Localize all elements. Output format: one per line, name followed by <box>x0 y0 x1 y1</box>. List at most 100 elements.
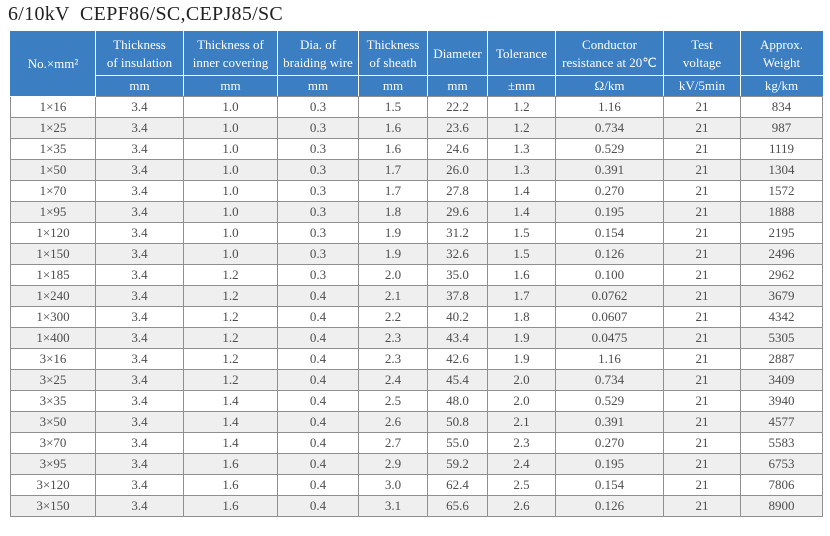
data-cell: 3.4 <box>95 180 184 202</box>
data-cell: 2.1 <box>358 285 428 307</box>
data-cell: 2.4 <box>487 453 556 475</box>
data-cell: 21 <box>663 348 741 370</box>
data-cell: 2.0 <box>358 264 428 286</box>
data-cell: 2887 <box>740 348 823 370</box>
data-cell: 1.9 <box>487 348 556 370</box>
data-cell: 0.100 <box>555 264 664 286</box>
data-cell: 1.0 <box>183 201 278 223</box>
column-unit: mm <box>183 75 278 97</box>
data-cell: 0.3 <box>277 138 359 160</box>
data-cell: 2.5 <box>487 474 556 496</box>
data-cell: 21 <box>663 306 741 328</box>
data-cell: 0.4 <box>277 348 359 370</box>
data-cell: 32.6 <box>427 243 488 265</box>
data-cell: 4577 <box>740 411 823 433</box>
data-cell: 3.4 <box>95 117 184 139</box>
data-cell: 1.0 <box>183 138 278 160</box>
data-cell: 0.4 <box>277 474 359 496</box>
data-cell: 0.734 <box>555 369 664 391</box>
data-cell: 0.391 <box>555 411 664 433</box>
data-cell: 21 <box>663 96 741 118</box>
data-cell: 1.0 <box>183 159 278 181</box>
data-cell: 1.2 <box>487 117 556 139</box>
data-cell: 0.0607 <box>555 306 664 328</box>
data-cell: 0.4 <box>277 432 359 454</box>
data-cell: 1.5 <box>487 243 556 265</box>
data-cell: 1.16 <box>555 348 664 370</box>
data-cell: 2.9 <box>358 453 428 475</box>
data-cell: 3.4 <box>95 453 184 475</box>
data-cell: 1.6 <box>487 264 556 286</box>
data-cell: 1.4 <box>183 411 278 433</box>
data-cell: 1.4 <box>183 390 278 412</box>
data-cell: 1.2 <box>487 96 556 118</box>
column-header: Approx. Weight <box>740 31 823 76</box>
data-cell: 21 <box>663 159 741 181</box>
column-unit: mm <box>358 75 428 97</box>
row-size-cell: 1×150 <box>10 243 96 265</box>
data-cell: 1.7 <box>358 180 428 202</box>
data-cell: 1.0 <box>183 222 278 244</box>
data-cell: 21 <box>663 495 741 517</box>
data-cell: 0.4 <box>277 369 359 391</box>
data-cell: 21 <box>663 222 741 244</box>
data-cell: 1.16 <box>555 96 664 118</box>
table-row: 1×25 3.4 1.0 0.3 1.6 23.6 1.2 0.734 21 987 <box>10 117 823 139</box>
data-cell: 3.4 <box>95 285 184 307</box>
data-cell: 22.2 <box>427 96 488 118</box>
data-cell: 0.270 <box>555 432 664 454</box>
table-row: 1×35 3.4 1.0 0.3 1.6 24.6 1.3 0.529 21 1119 <box>10 138 823 160</box>
data-cell: 21 <box>663 390 741 412</box>
table-body: 1×16 3.4 1.0 0.3 1.5 22.2 1.2 1.16 21 834 1×25 3.4 1… <box>10 96 823 517</box>
data-cell: 2.6 <box>487 495 556 517</box>
data-cell: 987 <box>740 117 823 139</box>
row-size-cell: 1×50 <box>10 159 96 181</box>
data-cell: 1.9 <box>487 327 556 349</box>
data-cell: 37.8 <box>427 285 488 307</box>
data-cell: 0.391 <box>555 159 664 181</box>
data-cell: 0.3 <box>277 96 359 118</box>
column-unit: kV/5min <box>663 75 741 97</box>
table-row: 3×25 3.4 1.2 0.4 2.4 45.4 2.0 0.734 21 3409 <box>10 369 823 391</box>
data-cell: 26.0 <box>427 159 488 181</box>
data-cell: 1.9 <box>358 243 428 265</box>
data-cell: 1.4 <box>183 432 278 454</box>
data-cell: 42.6 <box>427 348 488 370</box>
table-row: 1×185 3.4 1.2 0.3 2.0 35.0 1.6 0.100 21 2962 <box>10 264 823 286</box>
data-cell: 3.4 <box>95 264 184 286</box>
data-cell: 1.2 <box>183 327 278 349</box>
row-size-cell: 3×120 <box>10 474 96 496</box>
data-cell: 7806 <box>740 474 823 496</box>
table-row: 3×120 3.4 1.6 0.4 3.0 62.4 2.5 0.154 21 7806 <box>10 474 823 496</box>
data-cell: 3.4 <box>95 327 184 349</box>
data-cell: 3.4 <box>95 348 184 370</box>
data-cell: 0.4 <box>277 285 359 307</box>
data-cell: 27.8 <box>427 180 488 202</box>
column-unit: mm <box>427 75 488 97</box>
column-unit: mm <box>95 75 184 97</box>
data-cell: 2962 <box>740 264 823 286</box>
data-cell: 3.4 <box>95 243 184 265</box>
data-cell: 1.4 <box>487 201 556 223</box>
column-header: Tolerance <box>487 31 556 76</box>
data-cell: 3.4 <box>95 159 184 181</box>
table-row: 1×16 3.4 1.0 0.3 1.5 22.2 1.2 1.16 21 834 <box>10 96 823 118</box>
data-cell: 2.4 <box>358 369 428 391</box>
data-cell: 23.6 <box>427 117 488 139</box>
header-label-row: No.×mm² Thickness of insulation Thickness… <box>10 31 823 97</box>
data-cell: 0.195 <box>555 201 664 223</box>
data-cell: 5305 <box>740 327 823 349</box>
data-cell: 0.3 <box>277 243 359 265</box>
data-cell: 2.0 <box>487 369 556 391</box>
data-cell: 1.6 <box>358 138 428 160</box>
data-cell: 0.734 <box>555 117 664 139</box>
data-cell: 3.4 <box>95 390 184 412</box>
data-cell: 0.3 <box>277 180 359 202</box>
data-cell: 2.7 <box>358 432 428 454</box>
data-cell: 48.0 <box>427 390 488 412</box>
data-cell: 45.4 <box>427 369 488 391</box>
column-header: Test voltage <box>663 31 741 76</box>
data-cell: 8900 <box>740 495 823 517</box>
column-unit: kg/km <box>740 75 823 97</box>
data-cell: 1.7 <box>487 285 556 307</box>
